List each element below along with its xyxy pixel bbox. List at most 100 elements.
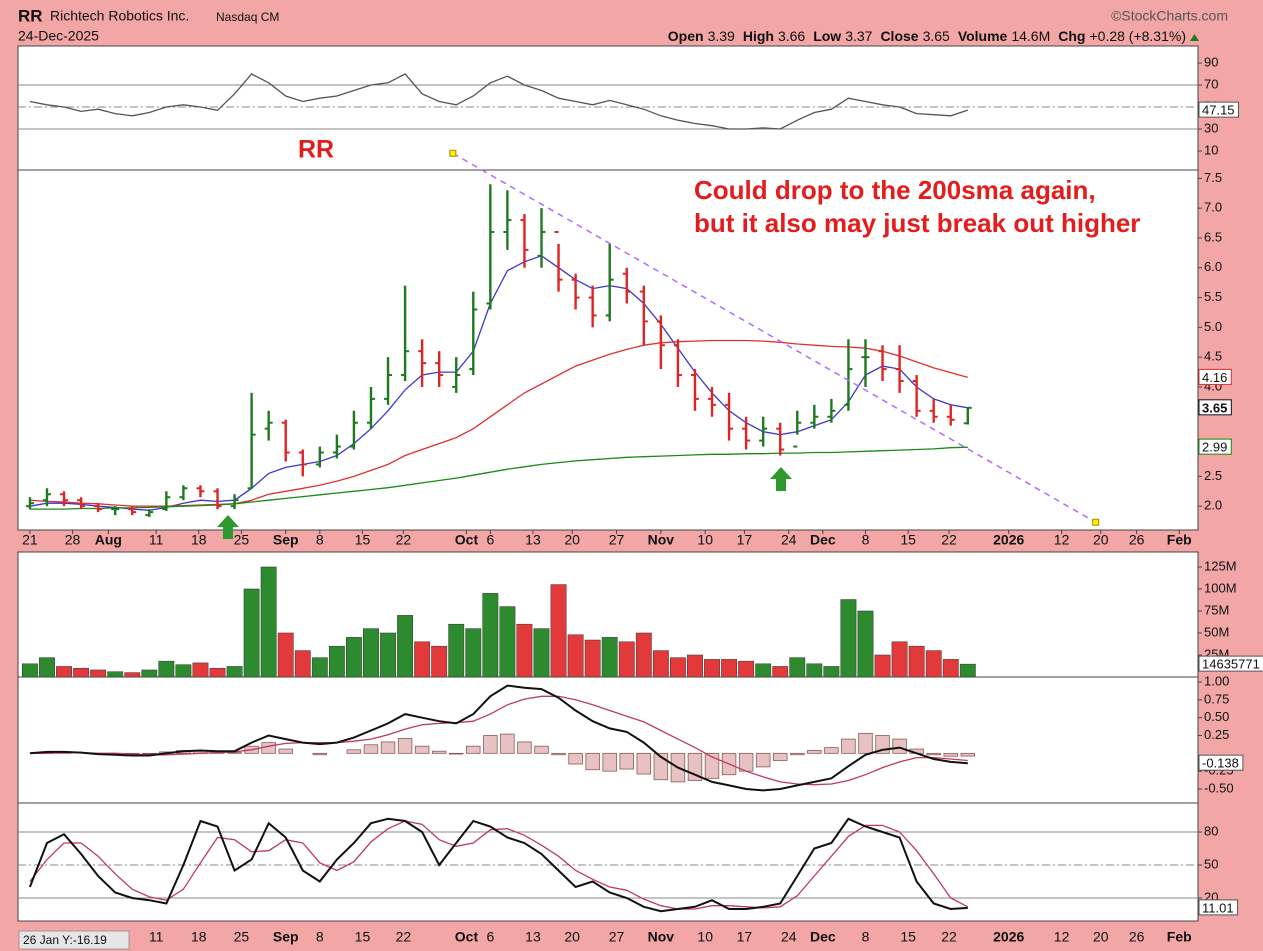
quote-label: Close: [880, 28, 918, 44]
volume-bar: [823, 666, 840, 678]
volume-bar: [226, 666, 243, 678]
y-tick-label: 100M: [1204, 580, 1237, 595]
x-tick-label: 25: [234, 532, 250, 548]
volume-bar: [959, 663, 976, 678]
volume-bar: [567, 634, 584, 678]
volume-bar: [39, 657, 55, 678]
volume-bar: [56, 666, 72, 678]
histogram-bar: [261, 742, 276, 754]
volume-bar: [942, 659, 959, 678]
last-value: 14635771: [1202, 657, 1260, 672]
histogram-bar: [483, 735, 498, 754]
up-triangle: [1190, 34, 1199, 41]
volume-bar: [73, 667, 90, 678]
x-tick-label: 26: [1129, 532, 1145, 548]
footer: 26 Jan Y:-16.19: [23, 933, 107, 947]
y-tick-label: 90: [1204, 54, 1218, 69]
x-tick-label: 8: [316, 532, 324, 548]
histogram-bar: [636, 752, 652, 775]
y-tick-label: 7.5: [1204, 170, 1222, 185]
histogram-bar: [619, 752, 634, 770]
x-tick-label: 20: [1093, 929, 1109, 945]
volume-bar: [635, 632, 652, 678]
x-tick-label: 22: [396, 929, 412, 945]
volume-bar: [652, 650, 669, 678]
quote-value: 3.65: [923, 28, 950, 44]
x-tick-label: 10: [697, 929, 713, 945]
x-tick-label: 18: [191, 929, 207, 945]
x-tick-label: 13: [525, 929, 541, 945]
volume-bar: [243, 588, 260, 678]
volume-bar: [721, 659, 737, 678]
rsi-panel: [17, 45, 1199, 171]
histogram-bar: [807, 750, 822, 754]
volume-bar: [891, 641, 908, 678]
histogram-bar: [704, 752, 720, 779]
annotation: Could drop to the 200sma again,: [694, 175, 1096, 205]
histogram-bar: [414, 745, 430, 754]
histogram-bar: [380, 741, 396, 754]
macd-line: [29, 684, 968, 792]
histogram-bar: [466, 745, 481, 754]
value-box: [1198, 438, 1232, 455]
y-tick-label: 80: [1204, 823, 1218, 838]
ma-line: [29, 446, 968, 510]
x-tick-label: 15: [355, 929, 371, 945]
value-box: [1198, 899, 1239, 916]
x-tick-label: 26: [1129, 929, 1145, 945]
histogram-bar: [397, 737, 413, 754]
volume-bar: [209, 667, 226, 678]
y-tick-label: 70: [1204, 76, 1218, 91]
x-tick-label: Nov: [648, 929, 675, 945]
quote: Open 3.39 High 3.66 Low 3.37 Close 3.65 Volume 14…: [668, 28, 1186, 44]
value-box: [1198, 101, 1240, 118]
annotation: RR: [298, 136, 334, 164]
y-tick-label: 50M: [1204, 624, 1229, 639]
volume-bar: [192, 662, 209, 678]
volume-bar: [363, 628, 379, 678]
arrow: [217, 515, 239, 539]
y-tick-label: 10: [1204, 142, 1218, 157]
volume-bar: [107, 671, 124, 678]
volume-bar: [277, 632, 294, 678]
volume-bar: [738, 660, 755, 678]
x-tick-label: 6: [486, 929, 494, 945]
stochastic-panel: [17, 802, 1199, 922]
volume-bar: [175, 664, 192, 678]
volume-bar: [141, 669, 158, 678]
x-tick-label: 27: [609, 532, 625, 548]
x-tick-label: Dec: [810, 929, 836, 945]
y-tick-label: 5.0: [1204, 319, 1222, 334]
price-panel: [17, 169, 1199, 531]
histogram-bar: [346, 749, 362, 754]
value-box: [1198, 368, 1232, 385]
volume-bar: [124, 672, 141, 678]
volume-bar: [482, 593, 499, 678]
symbol: RR: [18, 6, 43, 25]
source: ©StockCharts.com: [1111, 8, 1228, 24]
volume-bar: [789, 657, 806, 678]
volume-bar: [840, 599, 857, 678]
volume-bar: [669, 657, 686, 678]
volume-bar: [328, 645, 345, 678]
y-tick-label: 50: [1204, 856, 1218, 871]
histogram-bar: [312, 752, 328, 756]
volume-bar: [687, 654, 703, 678]
date: 24-Dec-2025: [18, 28, 99, 44]
histogram-bar: [773, 752, 788, 761]
histogram-bar: [824, 747, 839, 754]
macd-panel: [17, 676, 1199, 804]
volume-bar: [601, 637, 618, 678]
company-name: Richtech Robotics Inc.: [50, 8, 189, 24]
histogram-bar: [841, 738, 856, 754]
x-tick-label: 11: [149, 929, 164, 945]
volume-bar: [499, 606, 516, 678]
volume-bar: [516, 623, 533, 678]
volume-bar: [414, 641, 431, 678]
x-tick-label: Feb: [1167, 532, 1192, 548]
x-tick-label: 21: [22, 532, 38, 548]
histogram-bar: [602, 752, 617, 772]
x-tick-label: 11: [149, 532, 164, 548]
x-tick-label: 8: [316, 929, 324, 945]
histogram-bar: [892, 738, 907, 754]
